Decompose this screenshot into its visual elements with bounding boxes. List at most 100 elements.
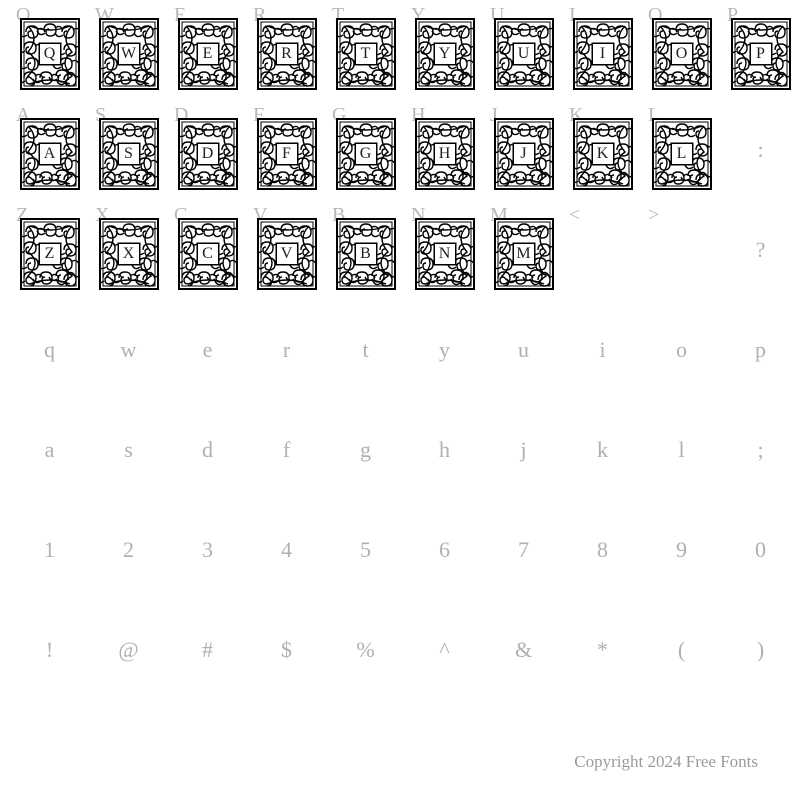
plain-char: o bbox=[676, 337, 687, 363]
plain-char: ! bbox=[46, 637, 53, 663]
plain-char: k bbox=[597, 437, 608, 463]
tile-letter: P bbox=[750, 43, 772, 65]
tile-letter: G bbox=[355, 143, 377, 165]
ornate-tile: V bbox=[257, 218, 317, 290]
plain-char: : bbox=[757, 137, 763, 163]
plain-char: i bbox=[599, 337, 605, 363]
tile-letter: J bbox=[513, 143, 535, 165]
keyboard-row: QQWWEERRTTYYUUIIOOPP bbox=[10, 0, 800, 100]
ornate-tile: M bbox=[494, 218, 554, 290]
ornate-tile: J bbox=[494, 118, 554, 190]
ornate-tile: W bbox=[99, 18, 159, 90]
keyboard-row: AASSDDFFGGHHJJKKLL:: bbox=[10, 100, 800, 200]
char-cell: KK bbox=[563, 100, 642, 200]
tile-letter: N bbox=[434, 243, 456, 265]
char-cell: ^^ bbox=[405, 600, 484, 700]
plain-char: 6 bbox=[439, 537, 450, 563]
plain-char: 1 bbox=[44, 537, 55, 563]
plain-char: s bbox=[124, 437, 133, 463]
tile-letter: S bbox=[118, 143, 140, 165]
ornate-tile: F bbox=[257, 118, 317, 190]
ornate-tile: O bbox=[652, 18, 712, 90]
char-cell: PP bbox=[721, 0, 800, 100]
plain-char: @ bbox=[118, 637, 138, 663]
tile-letter: H bbox=[434, 143, 456, 165]
ornate-tile: L bbox=[652, 118, 712, 190]
plain-char: w bbox=[121, 337, 137, 363]
plain-char: g bbox=[360, 437, 371, 463]
plain-char: # bbox=[202, 637, 213, 663]
ornate-tile: B bbox=[336, 218, 396, 290]
tile-letter: F bbox=[276, 143, 298, 165]
char-cell: NN bbox=[405, 200, 484, 300]
char-cell: ee bbox=[168, 300, 247, 400]
tile-letter: Q bbox=[39, 43, 61, 65]
char-cell: SS bbox=[89, 100, 168, 200]
tile-letter: O bbox=[671, 43, 693, 65]
char-cell: @@ bbox=[89, 600, 168, 700]
char-cell: LL bbox=[642, 100, 721, 200]
tile-letter: T bbox=[355, 43, 377, 65]
tile-letter: U bbox=[513, 43, 535, 65]
char-cell: oo bbox=[642, 300, 721, 400]
char-cell: CC bbox=[168, 200, 247, 300]
char-cell: FF bbox=[247, 100, 326, 200]
char-cell: GG bbox=[326, 100, 405, 200]
char-cell: TT bbox=[326, 0, 405, 100]
ornate-tile: N bbox=[415, 218, 475, 290]
char-cell: ?? bbox=[721, 200, 800, 300]
char-cell: 22 bbox=[89, 500, 168, 600]
char-cell: HH bbox=[405, 100, 484, 200]
char-cell: ZZ bbox=[10, 200, 89, 300]
char-cell: BB bbox=[326, 200, 405, 300]
ornate-tile: C bbox=[178, 218, 238, 290]
char-cell: ll bbox=[642, 400, 721, 500]
char-cell: ss bbox=[89, 400, 168, 500]
plain-char: 5 bbox=[360, 537, 371, 563]
tile-letter: I bbox=[592, 43, 614, 65]
char-cell: %% bbox=[326, 600, 405, 700]
plain-char: 3 bbox=[202, 537, 213, 563]
char-cell: RR bbox=[247, 0, 326, 100]
char-cell: ww bbox=[89, 300, 168, 400]
char-cell: pp bbox=[721, 300, 800, 400]
char-cell: MM bbox=[484, 200, 563, 300]
ornate-tile: Z bbox=[20, 218, 80, 290]
char-cell: 33 bbox=[168, 500, 247, 600]
tile-letter: Y bbox=[434, 43, 456, 65]
plain-char: ^ bbox=[439, 637, 449, 663]
char-cell: gg bbox=[326, 400, 405, 500]
char-cell: XX bbox=[89, 200, 168, 300]
char-cell: WW bbox=[89, 0, 168, 100]
plain-char: 9 bbox=[676, 537, 687, 563]
char-cell: yy bbox=[405, 300, 484, 400]
ornate-tile: E bbox=[178, 18, 238, 90]
char-cell: < bbox=[563, 200, 642, 300]
ornate-tile: K bbox=[573, 118, 633, 190]
keyboard-row: qqwweerrttyyuuiioopp bbox=[10, 300, 800, 400]
plain-char: u bbox=[518, 337, 529, 363]
plain-char: l bbox=[678, 437, 684, 463]
tile-letter: C bbox=[197, 243, 219, 265]
char-cell: !! bbox=[10, 600, 89, 700]
char-cell: > bbox=[642, 200, 721, 300]
char-cell: rr bbox=[247, 300, 326, 400]
char-cell: 88 bbox=[563, 500, 642, 600]
char-cell: && bbox=[484, 600, 563, 700]
char-cell: UU bbox=[484, 0, 563, 100]
ornate-tile: A bbox=[20, 118, 80, 190]
char-cell: 00 bbox=[721, 500, 800, 600]
plain-char: ( bbox=[678, 637, 685, 663]
ornate-tile: I bbox=[573, 18, 633, 90]
plain-char: ; bbox=[757, 437, 763, 463]
char-cell: dd bbox=[168, 400, 247, 500]
plain-char: 7 bbox=[518, 537, 529, 563]
tile-letter: A bbox=[39, 143, 61, 165]
ornate-tile: P bbox=[731, 18, 791, 90]
plain-char: q bbox=[44, 337, 55, 363]
plain-char: j bbox=[520, 437, 526, 463]
plain-char: h bbox=[439, 437, 450, 463]
plain-char: 2 bbox=[123, 537, 134, 563]
char-cell: 11 bbox=[10, 500, 89, 600]
plain-char: 4 bbox=[281, 537, 292, 563]
